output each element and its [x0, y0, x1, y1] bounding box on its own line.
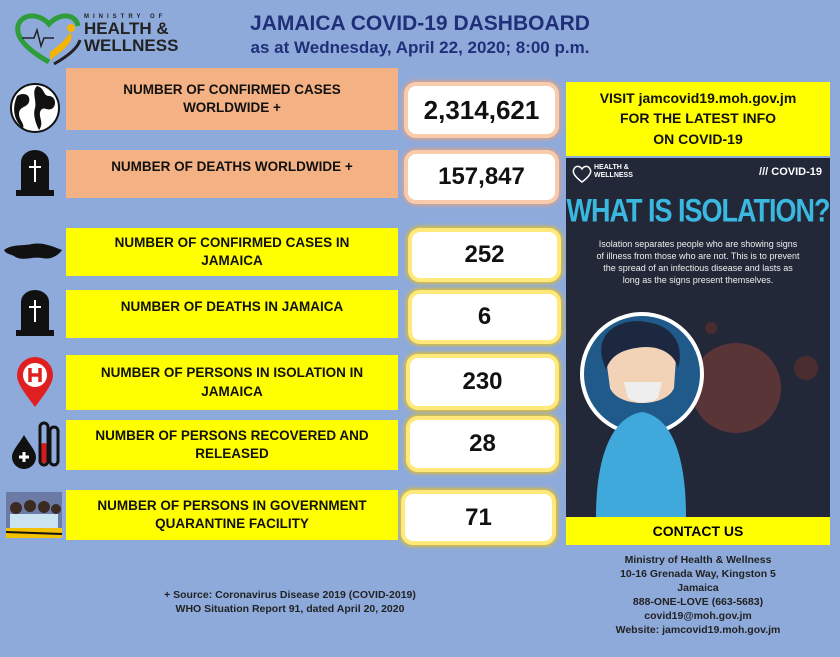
- stat-value-confirmed-jamaica: 252: [412, 232, 557, 278]
- stat-label-confirmed-jamaica: NUMBER OF CONFIRMED CASES IN JAMAICA: [66, 228, 398, 276]
- poster-heading: WHAT IS ISOLATION?: [566, 192, 830, 229]
- contact-details: Ministry of Health & Wellness 10-16 Gren…: [566, 553, 830, 637]
- visit-text: FOR THE LATEST INFO: [619, 110, 777, 127]
- isolation-illustration: [580, 312, 818, 517]
- stat-value-quarantine: 71: [405, 494, 552, 541]
- stat-label-quarantine: NUMBER OF PERSONS IN GOVERNMENT QUARANTI…: [66, 490, 398, 540]
- heart-logo-icon: [572, 165, 592, 183]
- stat-value-recovered: 28: [410, 420, 555, 468]
- page-title: JAMAICA COVID-19 DASHBOARD: [250, 12, 590, 35]
- tombstone-icon: [8, 288, 62, 338]
- tombstone-icon: [8, 148, 62, 198]
- stat-value-deaths-worldwide: 157,847: [408, 154, 555, 200]
- ministry-logo: MINISTRY OF HEALTH & WELLNESS: [14, 10, 204, 68]
- poster-tag: /// COVID-19: [759, 166, 822, 178]
- logo-text: MINISTRY OF HEALTH & WELLNESS: [84, 14, 179, 55]
- poster-logo: HEALTH & WELLNESS: [572, 164, 633, 183]
- poster-body: Isolation separates people who are showi…: [596, 239, 800, 285]
- globe-icon: [8, 78, 62, 138]
- source-line: + Source: Coronavirus Disease 2019 (COVI…: [164, 589, 416, 601]
- quarantine-photo-icon: [6, 492, 62, 538]
- blood-test-icon: [8, 420, 62, 470]
- stat-label-isolation: NUMBER OF PERSONS IN ISOLATION IN JAMAIC…: [66, 355, 398, 410]
- visit-text: ON COVID-19: [653, 130, 743, 147]
- contact-us-heading: CONTACT US: [566, 517, 830, 545]
- contact-phone[interactable]: 888-ONE-LOVE (663-5683): [632, 596, 764, 608]
- stat-label-deaths-worldwide: NUMBER OF DEATHS WORLDWIDE +: [66, 150, 398, 198]
- stat-value-deaths-jamaica: 6: [412, 294, 557, 340]
- contact-org: Ministry of Health & Wellness: [624, 554, 772, 566]
- stat-label-recovered: NUMBER OF PERSONS RECOVERED AND RELEASED: [66, 420, 398, 470]
- source-line: WHO Situation Report 91, dated April 20,…: [175, 603, 405, 615]
- page-subtitle: as at Wednesday, April 22, 2020; 8:00 p.…: [250, 38, 590, 57]
- jamaica-map-icon: [2, 232, 64, 272]
- stat-value-isolation: 230: [410, 358, 555, 406]
- contact-email[interactable]: covid19@moh.gov.jm: [644, 610, 752, 622]
- contact-website[interactable]: Website: jamcovid19.moh.gov.jm: [615, 624, 781, 636]
- visit-link[interactable]: VISIT jamcovid19.moh.gov.jm: [599, 90, 797, 106]
- dashboard-header: JAMAICA COVID-19 DASHBOARD as at Wednesd…: [200, 12, 640, 58]
- stat-value-confirmed-worldwide: 2,314,621: [408, 86, 555, 134]
- isolation-poster: HEALTH & WELLNESS /// COVID-19 WHAT IS I…: [566, 158, 830, 517]
- hospital-pin-icon: [8, 356, 62, 410]
- stat-label-deaths-jamaica: NUMBER OF DEATHS IN JAMAICA: [66, 290, 398, 338]
- poster-logo-text: HEALTH & WELLNESS: [594, 164, 633, 179]
- stat-label-confirmed-worldwide: NUMBER OF CONFIRMED CASES WORLDWIDE +: [66, 68, 398, 130]
- heart-logo-icon: [15, 13, 82, 66]
- visit-website-banner: VISIT jamcovid19.moh.gov.jm FOR THE LATE…: [566, 82, 830, 156]
- contact-address: 10-16 Grenada Way, Kingston 5: [620, 568, 776, 580]
- source-note: + Source: Coronavirus Disease 2019 (COVI…: [120, 588, 460, 616]
- contact-country: Jamaica: [677, 582, 719, 594]
